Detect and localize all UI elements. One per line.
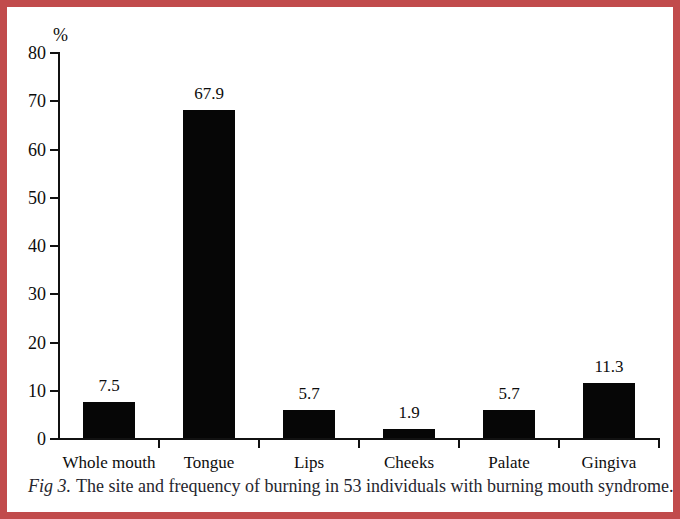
y-axis-tick — [50, 197, 58, 199]
y-tick-label: 20 — [8, 333, 46, 353]
category-label: Whole mouth — [51, 453, 167, 473]
bar-value-label: 1.9 — [359, 402, 459, 424]
y-axis-tick — [50, 390, 58, 392]
figure-caption: Fig 3.The site and frequency of burning … — [28, 476, 658, 497]
x-axis-tick — [558, 440, 560, 448]
y-axis-unit-label: % — [53, 25, 68, 46]
bar — [383, 429, 435, 438]
x-axis-tick — [258, 440, 260, 448]
y-tick-label: 60 — [8, 140, 46, 160]
bar — [83, 402, 135, 438]
y-tick-label: 50 — [8, 188, 46, 208]
category-label: Tongue — [151, 453, 267, 473]
category-label: Lips — [251, 453, 367, 473]
y-tick-label: 40 — [8, 236, 46, 256]
y-axis-tick — [50, 245, 58, 247]
category-label: Palate — [451, 453, 567, 473]
bar — [183, 110, 235, 438]
y-axis-tick — [50, 342, 58, 344]
bar — [483, 410, 535, 438]
category-label: Cheeks — [351, 453, 467, 473]
y-axis-tick — [50, 438, 58, 440]
figure-caption-label: Fig 3. — [28, 476, 71, 496]
bar-value-label: 67.9 — [159, 83, 259, 105]
y-tick-label: 0 — [8, 429, 46, 449]
x-axis-tick — [658, 440, 660, 448]
bar-value-label: 5.7 — [259, 383, 359, 405]
y-tick-label: 80 — [8, 43, 46, 63]
x-axis-tick — [458, 440, 460, 448]
figure-caption-text: The site and frequency of burning in 53 … — [76, 476, 673, 496]
figure-frame: % 0 10 20 30 40 50 60 70 80 7.5 Whole mouth 67.9 Ton… — [0, 0, 680, 519]
y-tick-label: 70 — [8, 91, 46, 111]
category-label: Gingiva — [551, 453, 667, 473]
y-axis-tick — [50, 100, 58, 102]
bar — [283, 410, 335, 438]
y-tick-label: 30 — [8, 284, 46, 304]
bar-chart: % 0 10 20 30 40 50 60 70 80 7.5 Whole mouth 67.9 Ton… — [7, 7, 673, 512]
y-axis-tick — [50, 293, 58, 295]
x-axis-tick — [358, 440, 360, 448]
x-axis-tick — [158, 440, 160, 448]
bar-value-label: 7.5 — [59, 375, 159, 397]
y-axis-tick — [50, 149, 58, 151]
bar-value-label: 11.3 — [559, 356, 659, 378]
y-tick-label: 10 — [8, 381, 46, 401]
bar — [583, 383, 635, 438]
bar-value-label: 5.7 — [459, 383, 559, 405]
y-axis-tick — [50, 52, 58, 54]
